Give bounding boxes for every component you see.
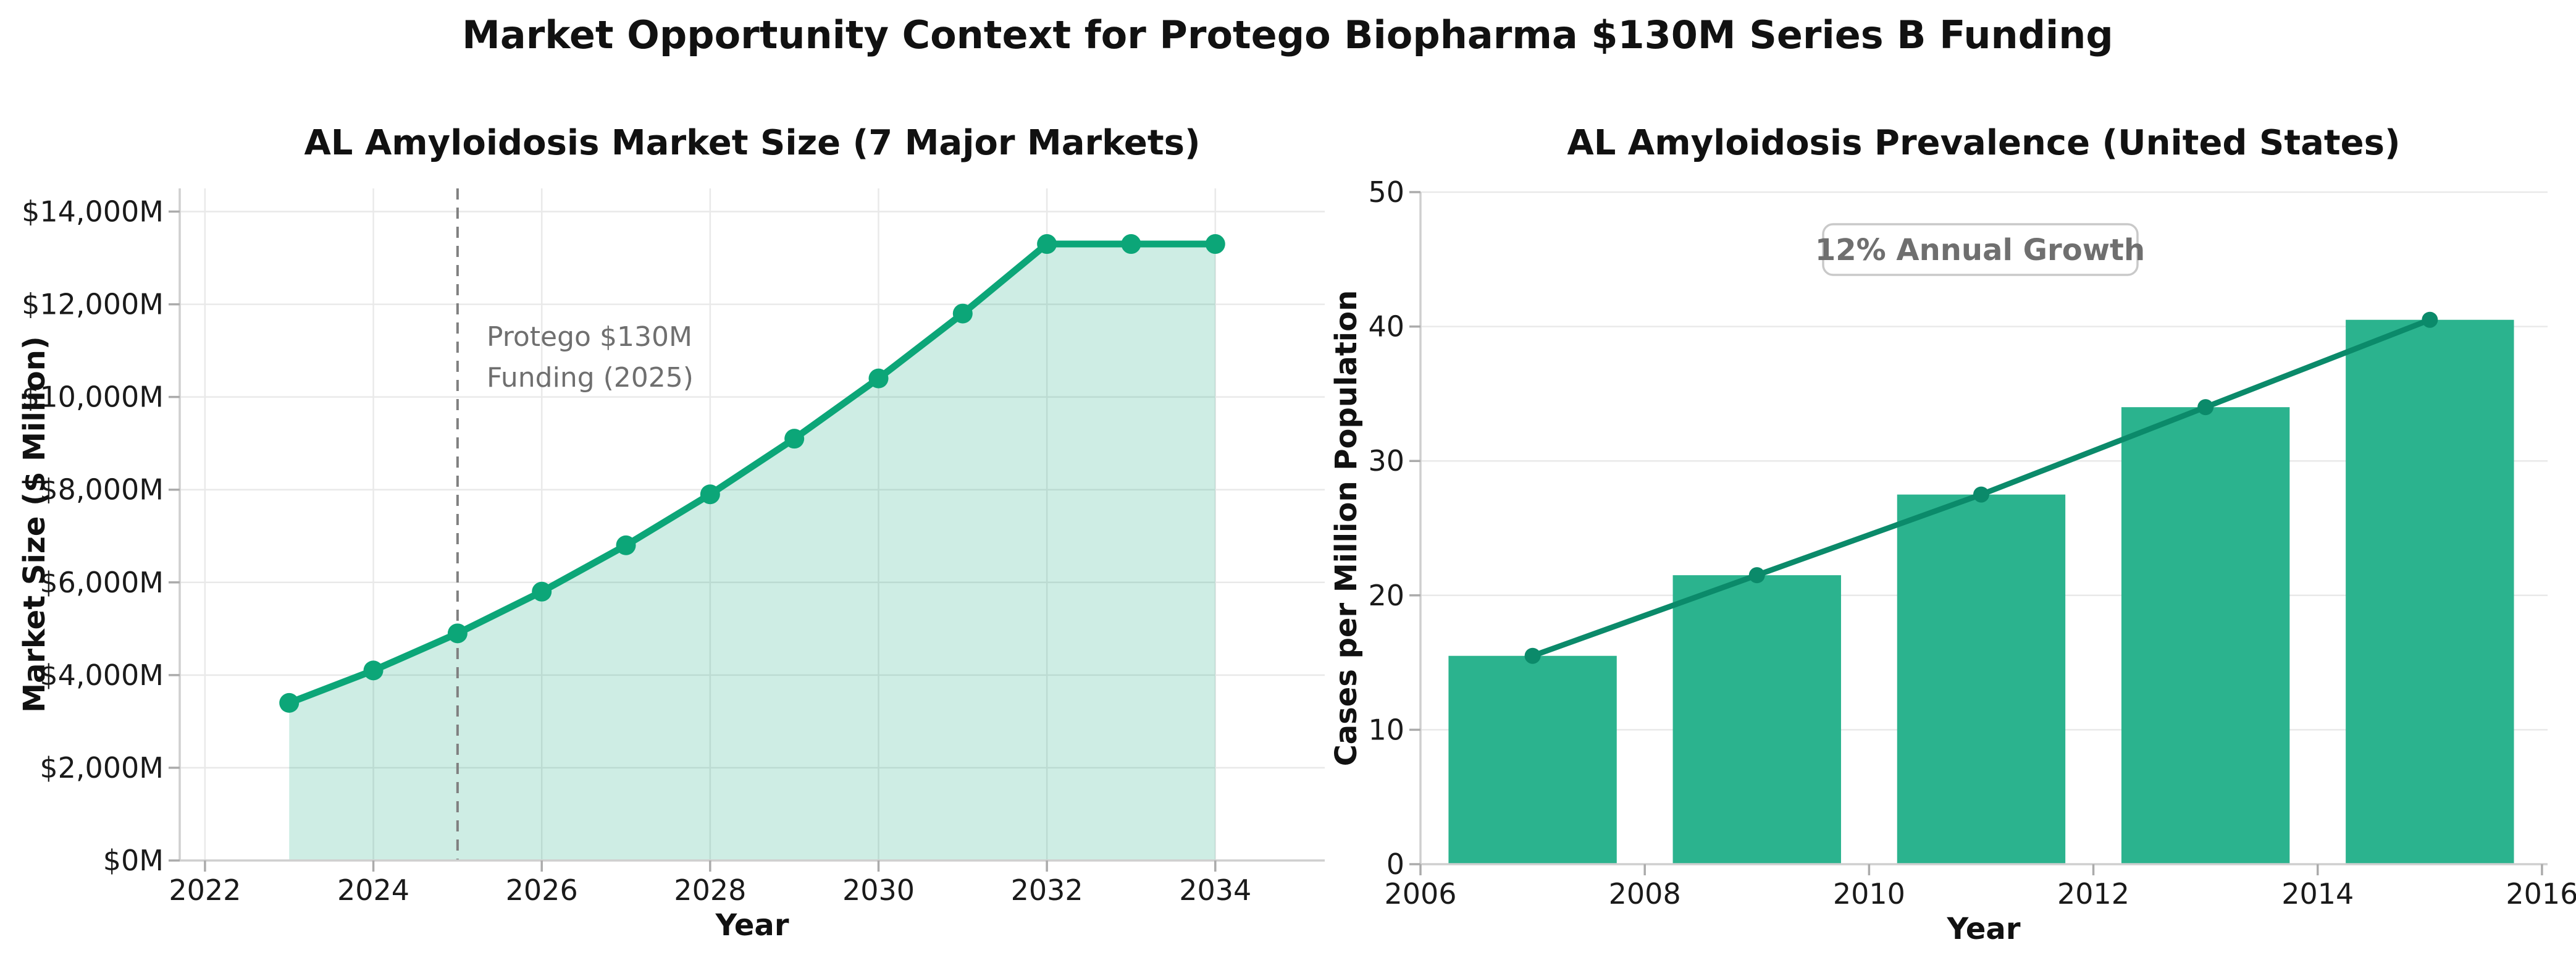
market-size-point-2029 bbox=[784, 429, 805, 449]
market-size-point-2026 bbox=[532, 581, 552, 602]
left-ytick-label: $4,000M bbox=[40, 658, 164, 692]
right-ytick-label: 50 bbox=[1368, 175, 1404, 209]
market-size-area-fill bbox=[289, 244, 1215, 860]
growth-annotation-box bbox=[1822, 223, 2139, 276]
prevalence-bar-2009 bbox=[1672, 575, 1841, 864]
left-ytick-label: $2,000M bbox=[40, 751, 164, 785]
market-size-point-2025 bbox=[447, 623, 468, 644]
left-xtick-label: 2028 bbox=[674, 873, 746, 907]
right-yaxis-label: Cases per Million Population bbox=[1329, 290, 1364, 767]
left-xtick-label: 2034 bbox=[1179, 873, 1251, 907]
prevalence-point-2013 bbox=[2197, 399, 2214, 416]
prevalence-point-2009 bbox=[1748, 567, 1765, 584]
prevalence-chart: 2006 2008 2010 2012 2014 2016 0 10 20 30 40 50 bbox=[1368, 175, 2576, 911]
left-xaxis-label: Year bbox=[715, 908, 789, 943]
left-ytick-label: $10,000M bbox=[22, 381, 164, 414]
right-ytick-label: 40 bbox=[1368, 310, 1404, 343]
left-chart-title: AL Amyloidosis Market Size (7 Major Mark… bbox=[304, 123, 1200, 163]
right-xtick-label: 2006 bbox=[1384, 877, 1456, 911]
left-ytick-label: $6,000M bbox=[40, 566, 164, 599]
market-size-point-2032 bbox=[1037, 234, 1057, 255]
prevalence-bar-2011 bbox=[1897, 494, 2066, 864]
prevalence-bar-2015 bbox=[2346, 319, 2514, 864]
left-yaxis-label: Market Size ($ Million) bbox=[17, 336, 52, 713]
market-size-point-2034 bbox=[1205, 234, 1225, 255]
left-xtick-label: 2026 bbox=[506, 873, 578, 907]
prevalence-point-2011 bbox=[1973, 486, 1989, 503]
funding-annotation-line1: Protego $130M bbox=[487, 321, 692, 353]
prevalence-point-2015 bbox=[2422, 311, 2438, 328]
market-size-point-2028 bbox=[700, 484, 720, 505]
right-xtick-label: 2012 bbox=[2057, 877, 2129, 911]
left-ytick-label: $14,000M bbox=[22, 195, 164, 229]
market-size-point-2023 bbox=[279, 692, 300, 713]
right-ytick-label: 0 bbox=[1387, 848, 1404, 881]
prevalence-bar-2007 bbox=[1448, 655, 1617, 864]
right-chart-title: AL Amyloidosis Prevalence (United States… bbox=[1567, 123, 2400, 163]
funding-annotation-line2: Funding (2025) bbox=[487, 362, 694, 393]
right-xaxis-label: Year bbox=[1947, 912, 2021, 946]
market-size-point-2031 bbox=[952, 303, 973, 324]
market-size-chart: 2022 2024 2026 2028 2030 2032 2034 $0M $2,000M $4… bbox=[22, 188, 1325, 907]
market-size-line bbox=[285, 240, 1219, 707]
market-size-point-2030 bbox=[868, 368, 889, 389]
left-xtick-label: 2030 bbox=[842, 873, 915, 907]
left-xtick-label: 2032 bbox=[1011, 873, 1083, 907]
growth-annotation-text: 12% Annual Growth bbox=[1815, 233, 2145, 267]
right-ytick-label: 30 bbox=[1368, 444, 1404, 478]
right-xtick-label: 2014 bbox=[2281, 877, 2354, 911]
prevalence-point-2007 bbox=[1524, 647, 1541, 664]
right-ytick-label: 10 bbox=[1368, 713, 1404, 746]
right-ytick-label: 20 bbox=[1368, 579, 1404, 612]
prevalence-bar-2013 bbox=[2121, 407, 2290, 864]
market-size-point-2033 bbox=[1121, 234, 1141, 255]
left-ytick-label: $12,000M bbox=[22, 288, 164, 321]
left-xtick-label: 2024 bbox=[337, 873, 409, 907]
market-size-point-2027 bbox=[616, 535, 636, 555]
left-xtick-label: 2022 bbox=[169, 873, 241, 907]
right-xtick-label: 2010 bbox=[1833, 877, 1905, 911]
right-xtick-label: 2016 bbox=[2506, 877, 2576, 911]
right-xtick-label: 2008 bbox=[1609, 877, 1681, 911]
market-size-point-2024 bbox=[363, 660, 384, 681]
left-ytick-label: $0M bbox=[103, 844, 164, 877]
left-ytick-label: $8,000M bbox=[40, 473, 164, 507]
main-title: Market Opportunity Context for Protego B… bbox=[462, 12, 2113, 57]
